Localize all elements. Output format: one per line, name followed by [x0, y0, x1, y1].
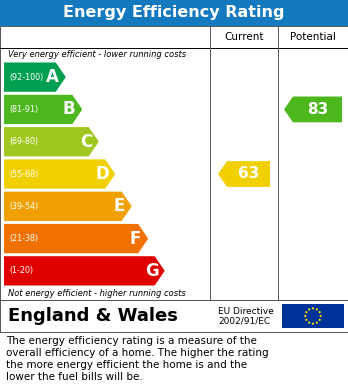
Text: Current: Current [224, 32, 264, 42]
Circle shape [316, 308, 318, 310]
Text: A: A [46, 68, 59, 86]
Circle shape [308, 321, 310, 324]
Circle shape [316, 321, 318, 324]
Text: (92-100): (92-100) [9, 73, 43, 82]
Text: the more energy efficient the home is and the: the more energy efficient the home is an… [6, 360, 247, 370]
Text: G: G [145, 262, 159, 280]
Text: Energy Efficiency Rating: Energy Efficiency Rating [63, 5, 285, 20]
Circle shape [318, 319, 321, 321]
Text: Potential: Potential [290, 32, 336, 42]
Text: C: C [80, 133, 92, 151]
Polygon shape [4, 95, 82, 124]
Text: B: B [63, 100, 76, 118]
Text: EU Directive: EU Directive [218, 307, 274, 316]
Polygon shape [284, 97, 342, 122]
Text: England & Wales: England & Wales [8, 307, 178, 325]
Circle shape [308, 308, 310, 310]
Text: The energy efficiency rating is a measure of the: The energy efficiency rating is a measur… [6, 336, 257, 346]
Text: D: D [95, 165, 109, 183]
Text: overall efficiency of a home. The higher the rating: overall efficiency of a home. The higher… [6, 348, 269, 358]
Text: (21-38): (21-38) [9, 234, 38, 243]
Text: (81-91): (81-91) [9, 105, 38, 114]
Polygon shape [4, 127, 99, 156]
Circle shape [305, 319, 307, 321]
Bar [282, 304, 344, 328]
Bar [0, 0, 348, 26]
Text: (69-80): (69-80) [9, 137, 38, 146]
Text: lower the fuel bills will be.: lower the fuel bills will be. [6, 372, 143, 382]
Text: 63: 63 [238, 167, 259, 181]
Circle shape [305, 311, 307, 313]
Circle shape [318, 311, 321, 313]
Bar [0, 300, 348, 332]
Text: Very energy efficient - lower running costs: Very energy efficient - lower running co… [8, 50, 186, 59]
Polygon shape [4, 192, 132, 221]
Text: (55-68): (55-68) [9, 170, 38, 179]
Polygon shape [4, 63, 66, 92]
Text: 83: 83 [307, 102, 328, 117]
Circle shape [304, 315, 307, 317]
Text: E: E [113, 197, 124, 215]
Text: Not energy efficient - higher running costs: Not energy efficient - higher running co… [8, 289, 186, 298]
Circle shape [319, 315, 322, 317]
Polygon shape [4, 256, 165, 285]
Circle shape [312, 323, 314, 325]
Text: 2002/91/EC: 2002/91/EC [218, 316, 270, 325]
Circle shape [312, 307, 314, 309]
Bar [0, 26, 348, 300]
Polygon shape [218, 161, 270, 187]
Text: F: F [129, 230, 141, 248]
Text: (39-54): (39-54) [9, 202, 38, 211]
Polygon shape [4, 160, 115, 188]
Polygon shape [4, 224, 148, 253]
Text: (1-20): (1-20) [9, 266, 33, 275]
